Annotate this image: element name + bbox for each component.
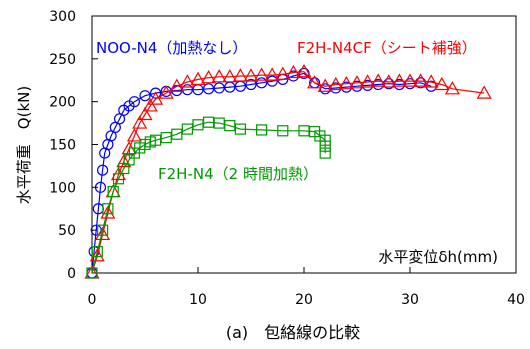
series-group bbox=[86, 116, 331, 279]
y-tick-label: 300 bbox=[49, 9, 76, 25]
data-point-triangle bbox=[89, 248, 105, 262]
data-point-square bbox=[181, 123, 193, 135]
data-point-circle bbox=[96, 164, 109, 176]
x-axis: 0 10 20 30 40 bbox=[88, 267, 525, 308]
x-axis-title: 水平変位δh(mm) bbox=[378, 248, 498, 266]
data-point-triangle bbox=[296, 63, 312, 78]
y-tick-label: 50 bbox=[58, 223, 76, 239]
data-point-triangle bbox=[476, 85, 492, 99]
data-point-circle bbox=[266, 75, 278, 87]
y-axis-title: 水平荷重 Q(kN) bbox=[15, 86, 33, 204]
data-point-square bbox=[319, 147, 331, 159]
series-label: F2H-N4（2 時間加熱） bbox=[158, 165, 318, 183]
data-point-triangle bbox=[132, 115, 148, 129]
data-point-triangle bbox=[169, 78, 185, 92]
x-tick-label: 20 bbox=[295, 292, 313, 308]
data-point-triangle bbox=[190, 71, 206, 85]
data-point-triangle bbox=[317, 78, 333, 92]
data-point-triangle bbox=[158, 85, 174, 99]
y-tick-label: 250 bbox=[49, 52, 76, 68]
data-point-triangle bbox=[307, 75, 323, 89]
data-point-square bbox=[256, 124, 268, 136]
data-point-triangle bbox=[338, 75, 354, 90]
data-point-triangle bbox=[434, 76, 450, 91]
data-point-triangle bbox=[275, 66, 291, 80]
series-label: NOO-N4（加熱なし） bbox=[96, 39, 247, 57]
data-point-triangle bbox=[137, 106, 153, 121]
data-point-triangle bbox=[201, 69, 217, 84]
data-point-square bbox=[277, 125, 289, 137]
data-point-circle bbox=[128, 96, 140, 108]
data-point-triangle bbox=[285, 64, 301, 79]
data-point-square bbox=[319, 134, 331, 146]
data-point-square bbox=[91, 245, 103, 258]
series-line bbox=[91, 121, 326, 274]
data-point-square bbox=[192, 119, 204, 131]
data-point-triangle bbox=[243, 68, 259, 82]
data-point-triangle bbox=[381, 74, 397, 88]
x-tick-label: 0 bbox=[88, 292, 97, 308]
plot-area bbox=[91, 15, 517, 274]
data-point-triangle bbox=[444, 81, 460, 95]
series-group bbox=[84, 63, 492, 279]
series-labels: NOO-N4（加熱なし） F2H-N4CF（シート補強） F2H-N4（2 時間加熱… bbox=[96, 39, 477, 183]
x-tick-label: 40 bbox=[507, 292, 525, 308]
data-point-circle bbox=[203, 83, 215, 95]
series-layer bbox=[84, 63, 492, 279]
data-point-triangle bbox=[370, 73, 386, 87]
y-tick-label: 100 bbox=[49, 180, 76, 196]
series-line bbox=[91, 71, 485, 274]
data-point-triangle bbox=[179, 74, 195, 88]
data-point-triangle bbox=[95, 226, 111, 241]
data-point-circle bbox=[139, 90, 151, 102]
data-point-triangle bbox=[232, 68, 248, 82]
data-point-triangle bbox=[100, 205, 116, 219]
figure-caption: (a) 包絡線の比較 bbox=[226, 323, 360, 342]
data-point-square bbox=[298, 125, 310, 137]
data-point-triangle bbox=[222, 69, 238, 83]
y-tick-label: 0 bbox=[67, 266, 76, 282]
data-point-square bbox=[96, 224, 109, 236]
data-point-circle bbox=[245, 78, 257, 91]
data-point-circle bbox=[213, 82, 225, 94]
data-point-triangle bbox=[391, 73, 407, 87]
data-point-square bbox=[213, 117, 225, 129]
x-tick-label: 30 bbox=[401, 292, 419, 308]
data-point-square bbox=[160, 132, 172, 144]
y-tick-label: 150 bbox=[49, 138, 76, 154]
y-axis: 0 50 100 150 200 250 300 bbox=[49, 9, 98, 282]
data-point-circle bbox=[256, 77, 268, 89]
y-tick-label: 200 bbox=[49, 95, 76, 111]
data-point-triangle bbox=[402, 73, 418, 87]
data-point-triangle bbox=[349, 75, 365, 89]
data-point-triangle bbox=[126, 128, 142, 142]
series-label: F2H-N4CF（シート補強） bbox=[297, 39, 477, 57]
data-point-square bbox=[234, 123, 246, 135]
data-point-triangle bbox=[328, 76, 344, 91]
data-point-triangle bbox=[360, 74, 376, 88]
data-point-triangle bbox=[148, 91, 164, 105]
data-point-square bbox=[102, 203, 114, 215]
data-point-triangle bbox=[211, 69, 227, 83]
data-point-triangle bbox=[116, 153, 132, 168]
data-point-square bbox=[319, 140, 331, 152]
data-point-triangle bbox=[264, 67, 280, 81]
data-point-triangle bbox=[413, 73, 429, 87]
data-point-triangle bbox=[142, 98, 158, 112]
data-point-circle bbox=[150, 87, 162, 99]
data-point-circle bbox=[171, 84, 183, 97]
data-point-square bbox=[107, 186, 119, 198]
data-point-square bbox=[86, 267, 98, 279]
x-tick-label: 10 bbox=[189, 292, 207, 308]
data-point-triangle bbox=[423, 74, 439, 88]
data-point-triangle bbox=[254, 67, 270, 81]
data-point-circle bbox=[94, 181, 107, 193]
